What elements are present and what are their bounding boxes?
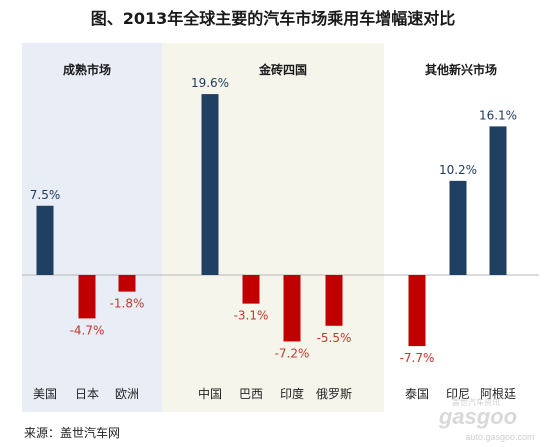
category-label: 巴西 (239, 387, 263, 401)
data-label: -3.1% (234, 309, 269, 323)
category-label: 印度 (280, 386, 304, 401)
source-note: 来源：盖世汽车网 (24, 425, 120, 440)
watermark-tagline: 盖世汽车资讯 (452, 397, 500, 407)
bar (325, 275, 343, 326)
bar (489, 126, 507, 275)
group-label-mature: 成熟市场 (63, 62, 111, 77)
bar (78, 275, 96, 319)
group-label-bric: 金砖四国 (258, 62, 307, 77)
category-label: 中国 (198, 386, 222, 401)
bar (36, 205, 54, 275)
category-label: 印尼 (446, 387, 470, 401)
panel-bric (162, 43, 384, 412)
data-label: -4.7% (70, 323, 105, 337)
data-label: 19.6% (191, 76, 229, 90)
watermark-url: auto.gasgoo.com (465, 432, 534, 442)
watermark-brand: gasgoo (438, 404, 517, 429)
data-label: 7.5% (30, 188, 61, 202)
bar (118, 275, 136, 292)
data-label: -7.7% (400, 351, 435, 365)
data-label: -7.2% (275, 346, 310, 360)
data-label: 16.1% (479, 108, 517, 122)
category-label: 美国 (33, 387, 57, 401)
bar-layer: 7.5% 美国 -4.7% 日本 -1.8% 欧洲 19.6% 中国 -3.1% 巴西 -7.2% 印… (30, 76, 517, 401)
category-label: 俄罗斯 (316, 387, 352, 401)
group-label-emerging: 其他新兴市场 (425, 62, 497, 77)
bar (408, 275, 426, 347)
category-label: 阿根廷 (480, 387, 516, 401)
bar (283, 275, 301, 342)
category-label: 泰国 (405, 387, 429, 401)
bar (201, 94, 219, 275)
watermark-logo: 盖世汽车资讯 gasgoo auto.gasgoo.com (438, 397, 535, 442)
data-label: -5.5% (317, 331, 352, 345)
bar (242, 275, 260, 304)
chart-title: 图、2013年全球主要的汽车市场乘用车增幅速对比 (91, 9, 456, 28)
data-label: -1.8% (110, 297, 145, 311)
category-label: 日本 (75, 387, 99, 401)
data-label: 10.2% (439, 163, 477, 177)
bar (449, 180, 467, 275)
category-label: 欧洲 (115, 387, 139, 401)
